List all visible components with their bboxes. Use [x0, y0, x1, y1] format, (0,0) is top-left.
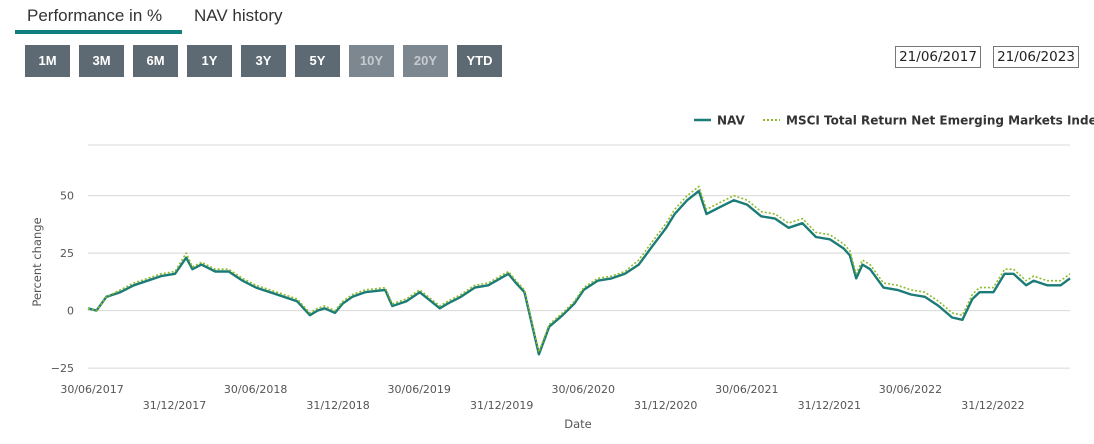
x-axis-ticks: 30/06/2017 31/12/2017 30/06/2018 31/12/2018… — [60, 383, 1024, 412]
y-tick-label: 0 — [67, 305, 74, 318]
series-line-msci-index — [87, 185, 1071, 353]
range-button-3y[interactable]: 3Y — [241, 45, 286, 77]
y-tick-label: 25 — [60, 247, 74, 260]
grid-lines — [88, 144, 1070, 369]
range-button-5y[interactable]: 5Y — [295, 45, 340, 77]
x-tick-label: 31/12/2019 — [470, 399, 533, 412]
range-button-ytd[interactable]: YTD — [457, 45, 502, 77]
series-line-nav — [87, 189, 1071, 356]
x-tick-label: 31/12/2017 — [143, 399, 206, 412]
y-axis-label: Percent change — [30, 217, 44, 306]
x-tick-label: 31/12/2018 — [306, 399, 369, 412]
y-tick-label: 50 — [60, 190, 74, 203]
tab-performance[interactable]: Performance in % — [15, 0, 182, 34]
tab-nav-history[interactable]: NAV history — [194, 6, 283, 25]
range-button-10y: 10Y — [349, 45, 394, 77]
x-tick-label: 30/06/2017 — [60, 383, 123, 396]
legend: NAV MSCI Total Return Net Emerging Marke… — [694, 114, 1094, 128]
y-axis-ticks: −25 0 25 50 — [51, 190, 74, 376]
range-button-6m[interactable]: 6M — [133, 45, 178, 77]
date-from-input[interactable]: 21/06/2017 — [895, 46, 981, 68]
range-button-1m[interactable]: 1M — [25, 45, 70, 77]
legend-label-msci-index: MSCI Total Return Net Emerging Markets I… — [786, 114, 1094, 128]
legend-item-nav[interactable]: NAV — [694, 114, 746, 128]
legend-label-nav: NAV — [717, 114, 746, 128]
x-tick-label: 30/06/2022 — [879, 383, 942, 396]
x-tick-label: 31/12/2021 — [798, 399, 861, 412]
range-button-1y[interactable]: 1Y — [187, 45, 232, 77]
date-to-input[interactable]: 21/06/2023 — [993, 46, 1079, 68]
x-tick-label: 31/12/2022 — [961, 399, 1024, 412]
y-tick-label: −25 — [51, 362, 74, 375]
x-axis-label: Date — [564, 417, 592, 431]
x-tick-label: 31/12/2020 — [634, 399, 697, 412]
x-tick-label: 30/06/2021 — [715, 383, 778, 396]
series-lines — [87, 185, 1071, 356]
x-tick-label: 30/06/2018 — [224, 383, 287, 396]
range-button-20y: 20Y — [403, 45, 448, 77]
range-button-3m[interactable]: 3M — [79, 45, 124, 77]
x-tick-label: 30/06/2019 — [388, 383, 451, 396]
x-tick-label: 30/06/2020 — [552, 383, 615, 396]
legend-item-msci-index[interactable]: MSCI Total Return Net Emerging Markets I… — [763, 114, 1094, 128]
